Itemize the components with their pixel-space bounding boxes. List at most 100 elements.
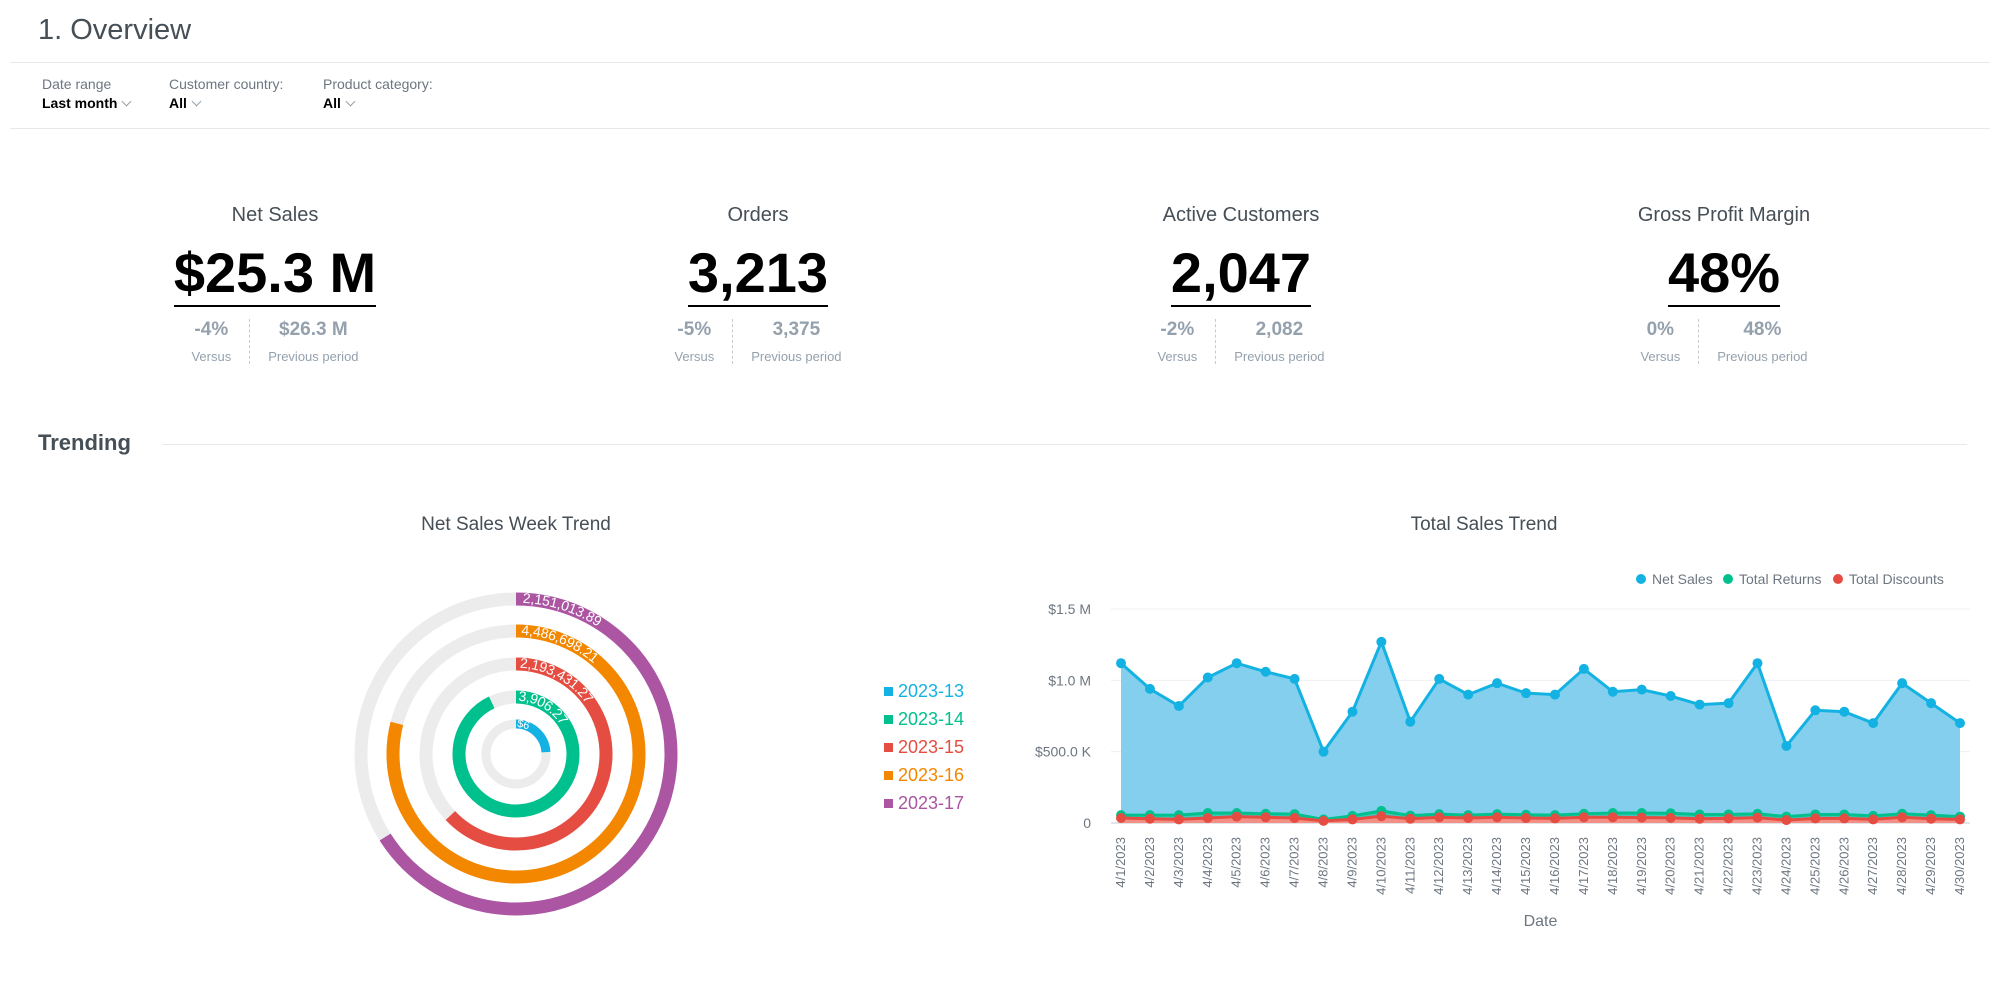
data-point[interactable] (1318, 815, 1329, 826)
data-point[interactable] (1289, 673, 1300, 684)
data-point[interactable] (1521, 813, 1532, 824)
data-point[interactable] (1492, 678, 1503, 689)
data-point[interactable] (1173, 701, 1184, 712)
filter-product-category[interactable]: Product category: All (323, 76, 433, 111)
data-point[interactable] (1723, 698, 1734, 709)
data-point[interactable] (1434, 673, 1445, 684)
legend-label: 2023-16 (898, 765, 964, 785)
data-point[interactable] (1202, 672, 1213, 683)
legend-item-2023-15[interactable]: 2023-15 (884, 737, 964, 757)
kpi-title: Net Sales (231, 204, 319, 226)
data-point[interactable] (1463, 813, 1474, 824)
data-point[interactable] (1607, 812, 1618, 823)
data-point[interactable] (1810, 705, 1821, 716)
legend-swatch (884, 771, 893, 780)
net-sales-week-trend-chart[interactable]: $63,906.272,193,431.274,486,698.212,151,… (0, 527, 1000, 987)
data-point[interactable] (1405, 716, 1416, 727)
x-tick-label: 4/11/2023 (1402, 837, 1417, 894)
data-point[interactable] (1781, 740, 1792, 751)
data-point[interactable] (1839, 706, 1850, 717)
data-point[interactable] (1260, 812, 1271, 823)
data-point[interactable] (1665, 812, 1676, 823)
data-point[interactable] (1897, 678, 1908, 689)
data-point[interactable] (1376, 636, 1387, 647)
data-point[interactable] (1202, 813, 1213, 824)
radial-bar-2023-15[interactable] (445, 657, 613, 851)
data-point[interactable] (1839, 813, 1850, 824)
radial-bar-2023-16[interactable] (386, 624, 646, 884)
data-point[interactable] (1347, 706, 1358, 717)
data-point[interactable] (1173, 814, 1184, 825)
data-point[interactable] (1492, 812, 1503, 823)
kpi-value[interactable]: 48% (1667, 245, 1781, 307)
data-point[interactable] (1549, 689, 1560, 700)
kpi-previous: $26.3 M (279, 319, 348, 340)
legend-item-2023-14[interactable]: 2023-14 (884, 709, 964, 729)
data-point[interactable] (1868, 814, 1879, 825)
data-point[interactable] (1289, 813, 1300, 824)
data-point[interactable] (1549, 813, 1560, 824)
legend-item-total-discounts[interactable]: Total Discounts (1833, 571, 1944, 587)
data-point[interactable] (1955, 718, 1965, 729)
kpi-active-customers[interactable]: Active Customers 2,047 -2% Versus 2,082 Pr… (1031, 204, 1451, 364)
legend-item-2023-16[interactable]: 2023-16 (884, 765, 964, 785)
data-point[interactable] (1578, 812, 1589, 823)
kpi-value[interactable]: 2,047 (1170, 245, 1312, 307)
x-tick-label: 4/20/2023 (1663, 837, 1678, 895)
data-point[interactable] (1231, 658, 1242, 669)
data-point[interactable] (1810, 813, 1821, 824)
legend-item-net-sales[interactable]: Net Sales (1636, 571, 1713, 587)
x-tick-label: 4/17/2023 (1576, 837, 1591, 895)
data-point[interactable] (1144, 813, 1155, 824)
data-point[interactable] (1144, 683, 1155, 694)
data-point[interactable] (1926, 698, 1937, 709)
data-point[interactable] (1260, 666, 1271, 677)
data-point[interactable] (1434, 812, 1445, 823)
radial-bar-2023-13[interactable] (515, 719, 551, 753)
data-point[interactable] (1347, 814, 1358, 825)
data-point[interactable] (1694, 813, 1705, 824)
data-point[interactable] (1723, 813, 1734, 824)
kpi-orders[interactable]: Orders 3,213 -5% Versus 3,375 Previous per… (548, 204, 968, 364)
data-point[interactable] (1578, 663, 1589, 674)
data-point[interactable] (1636, 812, 1647, 823)
data-point[interactable] (1897, 812, 1908, 823)
data-point[interactable] (1636, 684, 1647, 695)
filter-customer-country[interactable]: Customer country: All (169, 76, 283, 111)
data-point[interactable] (1781, 815, 1792, 826)
kpi-gross-profit-margin[interactable]: Gross Profit Margin 48% 0% Versus 48% Prev… (1514, 204, 1934, 364)
data-point[interactable] (1116, 658, 1126, 669)
radial-bar-label: $6 (516, 718, 531, 733)
data-point[interactable] (1116, 813, 1126, 824)
filter-date-range[interactable]: Date range Last month (42, 76, 132, 111)
legend-item-2023-13[interactable]: 2023-13 (884, 681, 964, 701)
kpi-previous-label: Previous period (268, 349, 359, 364)
data-point[interactable] (1521, 688, 1532, 699)
total-sales-trend-chart[interactable]: 0 $500.0 K $1.0 M $1.5 M 4/1/2023 4/2/2023 4/3… (1000, 560, 1999, 980)
kpi-value[interactable]: $25.3 M (173, 245, 377, 307)
data-point[interactable] (1405, 813, 1416, 824)
radial-bar-2023-14[interactable] (452, 690, 580, 818)
data-point[interactable] (1376, 811, 1387, 822)
data-point[interactable] (1694, 699, 1705, 710)
data-point[interactable] (1231, 811, 1242, 822)
y-tick-label: 0 (1083, 815, 1091, 831)
kpi-net-sales[interactable]: Net Sales $25.3 M -4% Versus $26.3 M Previ… (65, 204, 485, 364)
filter-label: Customer country: (169, 76, 284, 92)
data-point[interactable] (1607, 686, 1618, 697)
data-point[interactable] (1665, 691, 1676, 702)
kpi-value[interactable]: 3,213 (687, 245, 829, 307)
data-point[interactable] (1752, 812, 1763, 823)
data-point[interactable] (1318, 746, 1329, 757)
data-point[interactable] (1955, 814, 1965, 825)
x-tick-label: 4/4/2023 (1200, 837, 1215, 888)
radial-bar-2023-17[interactable] (379, 592, 678, 916)
data-point[interactable] (1752, 658, 1763, 669)
x-tick-label: 4/5/2023 (1229, 837, 1244, 888)
legend-item-total-returns[interactable]: Total Returns (1723, 571, 1821, 587)
legend-item-2023-17[interactable]: 2023-17 (884, 793, 964, 813)
data-point[interactable] (1463, 689, 1474, 700)
data-point[interactable] (1868, 718, 1879, 729)
data-point[interactable] (1926, 813, 1937, 824)
filter-value: All (169, 95, 187, 111)
